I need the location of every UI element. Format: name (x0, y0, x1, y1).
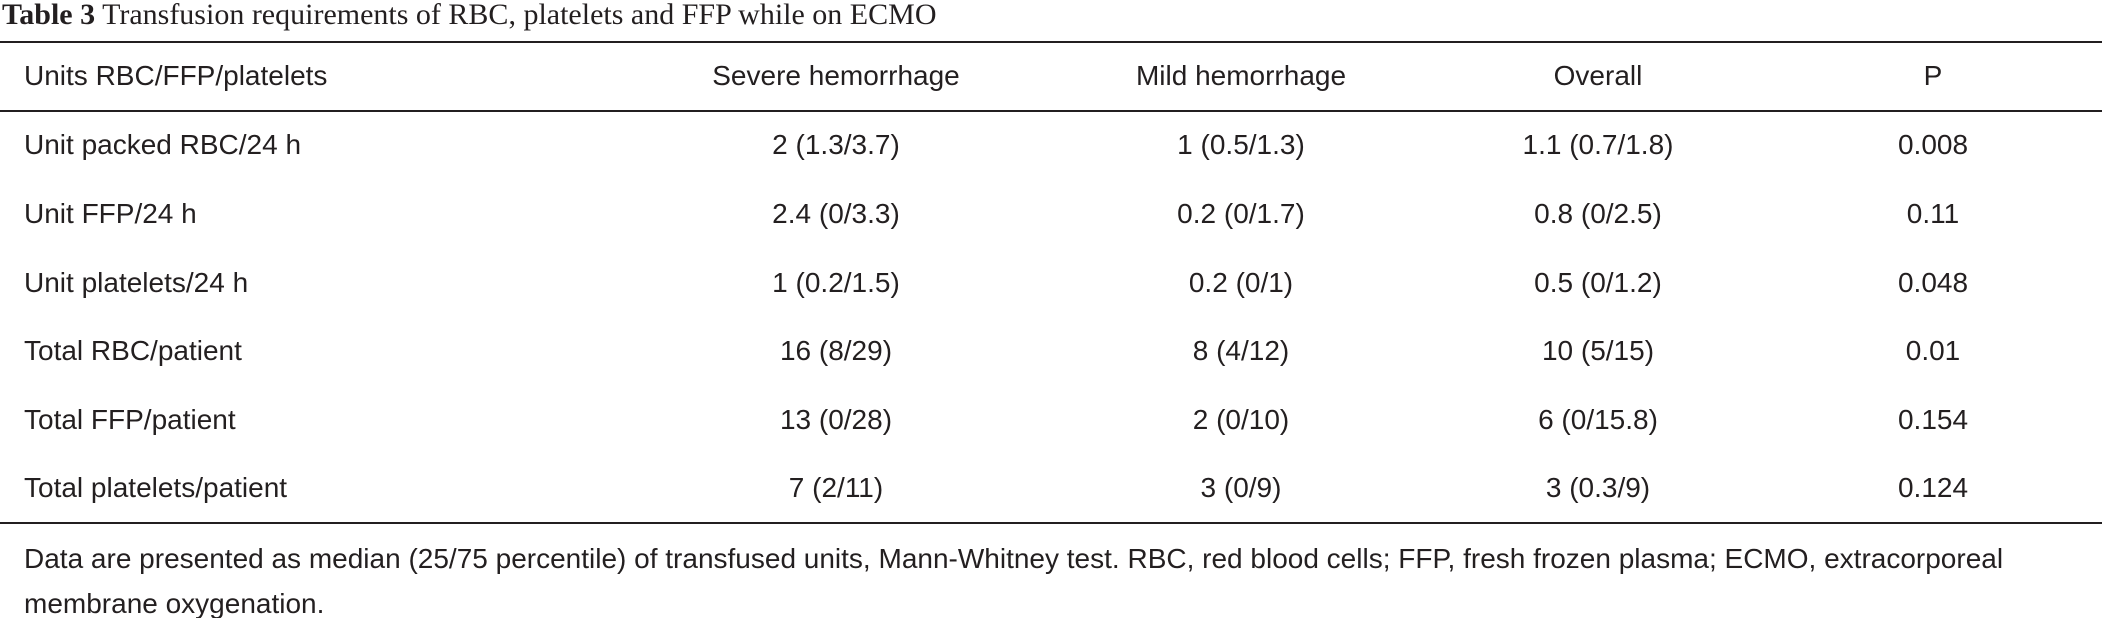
data-cell: 16 (8/29) (779, 335, 893, 366)
header-cell: Mild hemorrhage (1135, 60, 1347, 91)
row-label: Total RBC/patient (24, 335, 242, 366)
top-rule (0, 41, 2102, 43)
row-label: Total platelets/patient (24, 472, 288, 503)
data-cell: 0.5 (0/1.2) (1534, 267, 1662, 298)
data-cell: 6 (0/15.8) (1538, 404, 1658, 435)
caption-text: Transfusion requirements of RBC, platele… (102, 0, 937, 31)
data-cell: 0.2 (0/1) (1188, 267, 1294, 298)
header-cell: Units RBC/FFP/platelets (24, 60, 328, 91)
data-cell: 0.008 (1897, 129, 1969, 160)
data-cell: 0.8 (0/2.5) (1534, 198, 1662, 229)
data-cell: 0.048 (1897, 267, 1969, 298)
data-cell: 0.01 (1905, 335, 1961, 366)
data-cell: 2 (1.3/3.7) (772, 129, 900, 160)
header-rule (0, 110, 2102, 112)
header-cell: Overall (1553, 60, 1643, 91)
data-cell: 8 (4/12) (1192, 335, 1290, 366)
table-caption: Table 3 Transfusion requirements of RBC,… (2, 0, 936, 32)
row-label: Unit FFP/24 h (24, 198, 197, 229)
data-cell: 1 (0.5/1.3) (1177, 129, 1305, 160)
caption-label: Table 3 (2, 0, 96, 31)
data-cell: 0.2 (0/1.7) (1177, 198, 1305, 229)
data-cell: 2 (0/10) (1192, 404, 1290, 435)
row-label: Unit packed RBC/24 h (24, 129, 302, 160)
data-cell: 0.124 (1897, 472, 1969, 503)
data-cell: 1 (0.2/1.5) (772, 267, 900, 298)
data-cell: 3 (0.3/9) (1545, 472, 1651, 503)
data-cell: 0.11 (1906, 198, 1960, 229)
row-label: Total FFP/patient (24, 404, 236, 435)
header-cell: Severe hemorrhage (712, 60, 960, 91)
row-label: Unit platelets/24 h (24, 267, 249, 298)
data-cell: 10 (5/15) (1541, 335, 1655, 366)
data-cell: 0.154 (1897, 404, 1969, 435)
bottom-rule (0, 522, 2102, 524)
data-cell: 13 (0/28) (779, 404, 893, 435)
data-cell: 7 (2/11) (788, 472, 884, 503)
data-cell: 1.1 (0.7/1.8) (1522, 129, 1674, 160)
data-cell: 3 (0/9) (1200, 472, 1282, 503)
header-cell: P (1923, 60, 1943, 91)
footnote: Data are presented as median (25/75 perc… (24, 543, 2004, 618)
data-cell: 2.4 (0/3.3) (772, 198, 900, 229)
